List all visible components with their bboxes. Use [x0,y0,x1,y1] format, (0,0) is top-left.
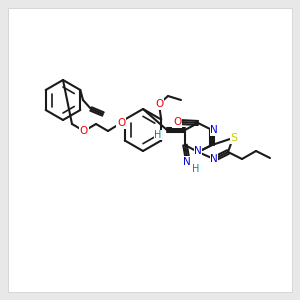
Text: N: N [183,157,191,167]
Text: S: S [230,133,238,143]
Text: N: N [210,154,218,164]
Text: N: N [194,146,202,156]
Text: O: O [80,126,88,136]
Text: O: O [155,99,163,109]
Text: H: H [154,130,162,140]
Text: N: N [210,125,218,135]
Text: O: O [173,117,181,127]
Text: H: H [192,164,200,174]
Text: O: O [117,118,125,128]
